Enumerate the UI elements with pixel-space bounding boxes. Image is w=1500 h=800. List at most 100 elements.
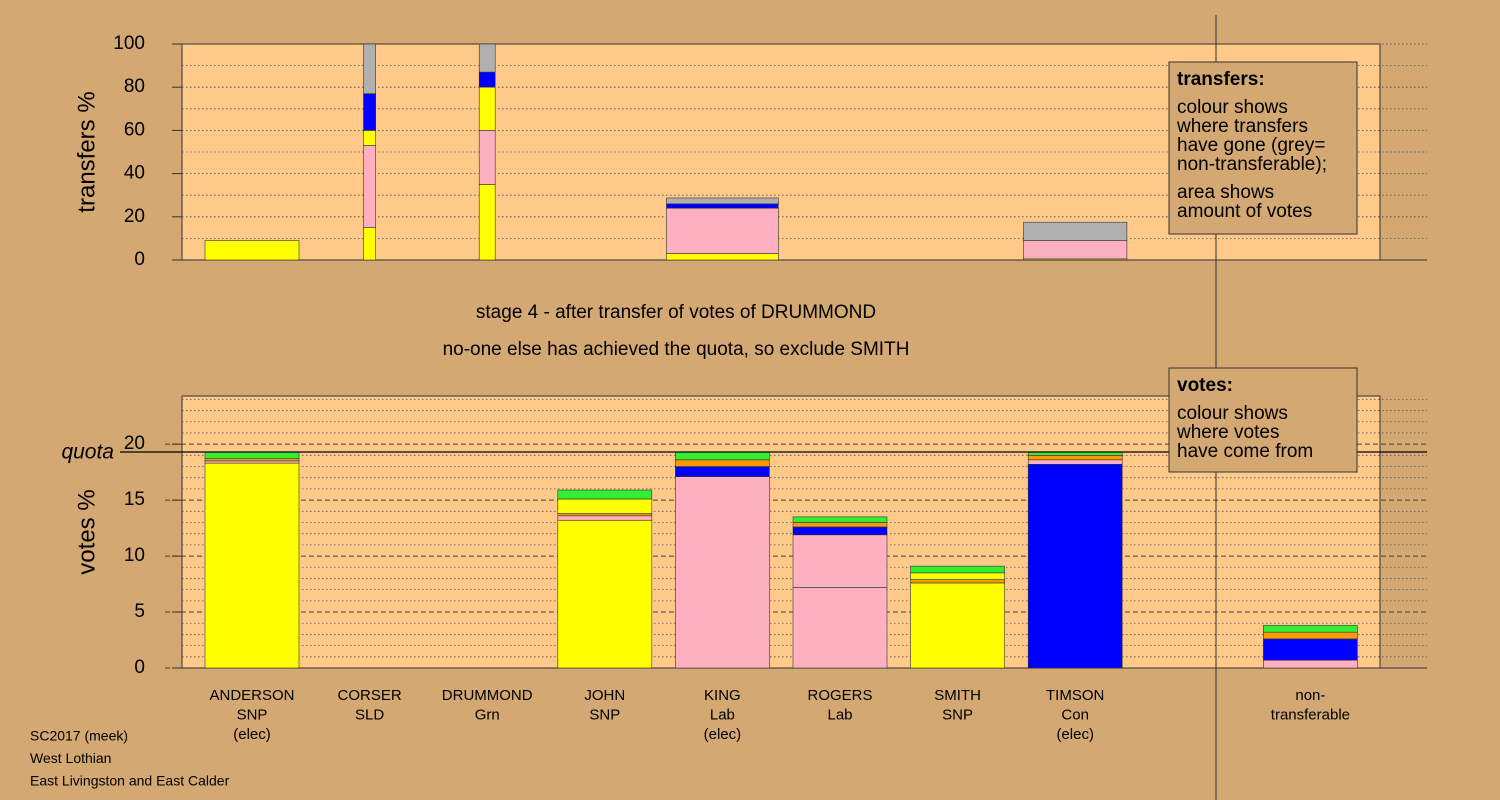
bar-segment xyxy=(792,587,888,669)
x-tick-label: SNP xyxy=(589,706,620,723)
note-text: have come from xyxy=(1177,441,1313,462)
bar-segment xyxy=(363,130,377,146)
bar-segment xyxy=(910,565,1005,574)
x-tick-label: SNP xyxy=(237,706,268,723)
footer-text: SC2017 (meek) xyxy=(30,728,128,744)
x-tick-label: JOHN xyxy=(584,687,625,704)
x-tick-label: SNP xyxy=(942,706,973,723)
x-tick-label: SMITH xyxy=(934,687,981,704)
quota-label: quota xyxy=(61,441,114,464)
bar-segment xyxy=(204,451,300,459)
x-tick-label: TIMSON xyxy=(1046,687,1104,704)
bar-segment xyxy=(478,71,496,88)
y-tick-label: 40 xyxy=(124,163,145,184)
note-text: colour shows xyxy=(1177,403,1288,424)
y-tick-label: 5 xyxy=(134,601,145,622)
bar-segment xyxy=(204,462,300,669)
note-text: where transfers xyxy=(1176,116,1308,137)
bar-segment xyxy=(204,240,300,261)
bar-segment xyxy=(666,203,779,209)
bar-segment xyxy=(675,451,770,461)
bar-segment xyxy=(1263,659,1358,669)
note-text: where votes xyxy=(1176,422,1279,443)
y-tick-label: 100 xyxy=(113,33,145,54)
x-tick-label: Lab xyxy=(827,706,852,723)
bar-segment xyxy=(1027,459,1123,465)
x-tick-label: ANDERSON xyxy=(209,687,294,704)
x-tick-label: Lab xyxy=(710,706,735,723)
x-tick-label: KING xyxy=(704,687,741,704)
bar-segment xyxy=(1027,463,1123,669)
bar-segment xyxy=(675,466,770,477)
bar-segment xyxy=(1263,638,1358,661)
bar-segment xyxy=(557,519,653,669)
x-tick-label: ROGERS xyxy=(807,687,872,704)
x-tick-label: Con xyxy=(1061,706,1089,723)
bar-segment xyxy=(204,460,300,464)
bar-segment xyxy=(363,43,377,94)
bar-segment xyxy=(792,522,888,528)
bar-segment xyxy=(666,197,779,205)
bar-segment xyxy=(557,498,653,514)
bar-segment xyxy=(1263,625,1358,633)
bar-segment xyxy=(1027,455,1123,461)
bar-segment xyxy=(478,86,496,131)
note-box xyxy=(1168,61,1358,235)
x-tick-label: (elec) xyxy=(233,726,271,743)
x-tick-label: CORSER xyxy=(338,687,402,704)
x-tick-label: (elec) xyxy=(704,726,742,743)
y-tick-label: 15 xyxy=(124,489,145,510)
y-tick-label: 0 xyxy=(134,657,145,678)
x-tick-label: SLD xyxy=(355,706,384,723)
x-tick-label: (elec) xyxy=(1056,726,1094,743)
note-box xyxy=(1168,367,1358,473)
y-tick-label: 20 xyxy=(124,433,145,454)
x-tick-label: DRUMMOND xyxy=(442,687,533,704)
bar-segment xyxy=(478,130,496,185)
bar-segment xyxy=(666,253,779,261)
y-tick-label: 80 xyxy=(124,76,145,97)
bar-segment xyxy=(204,458,300,462)
note-heading: votes: xyxy=(1177,375,1233,396)
bar-segment xyxy=(792,526,888,536)
bar-segment xyxy=(666,207,779,254)
note-text: colour shows xyxy=(1177,97,1288,118)
y-tick-label: 10 xyxy=(124,545,145,566)
y-tick-label: 0 xyxy=(134,249,145,270)
chart-title: no-one else has achieved the quota, so e… xyxy=(443,339,910,360)
note-text: amount of votes xyxy=(1177,201,1312,222)
bar-segment xyxy=(363,145,377,228)
bar-segment xyxy=(557,513,653,517)
footer-text: West Lothian xyxy=(30,750,111,766)
bar-segment xyxy=(478,184,496,261)
x-tick-label: transferable xyxy=(1271,706,1350,723)
bar-segment xyxy=(910,572,1005,580)
note-heading: transfers: xyxy=(1177,69,1265,90)
note-text: area shows xyxy=(1177,182,1274,203)
bar-segment xyxy=(675,476,770,669)
y-axis-label: votes % xyxy=(73,489,100,574)
bar-segment xyxy=(557,515,653,521)
bar-segment xyxy=(910,579,1005,584)
bar-segment xyxy=(792,516,888,523)
bar-segment xyxy=(1263,631,1358,640)
y-tick-label: 20 xyxy=(124,206,145,227)
chart-title: stage 4 - after transfer of votes of DRU… xyxy=(476,302,876,323)
bar-segment xyxy=(792,534,888,588)
bar-segment xyxy=(363,227,377,261)
y-axis-label: transfers % xyxy=(73,91,100,212)
bar-segment xyxy=(557,489,653,500)
x-tick-label: Grn xyxy=(475,706,500,723)
note-text: have gone (grey= xyxy=(1177,135,1325,156)
bar-segment xyxy=(1023,240,1128,260)
bar-segment xyxy=(910,582,1005,669)
x-tick-label: non- xyxy=(1295,687,1325,704)
bar-segment xyxy=(363,93,377,131)
y-tick-label: 60 xyxy=(124,119,145,140)
bar-segment xyxy=(478,43,496,73)
bar-segment xyxy=(1023,221,1128,241)
bar-segment xyxy=(675,459,770,467)
